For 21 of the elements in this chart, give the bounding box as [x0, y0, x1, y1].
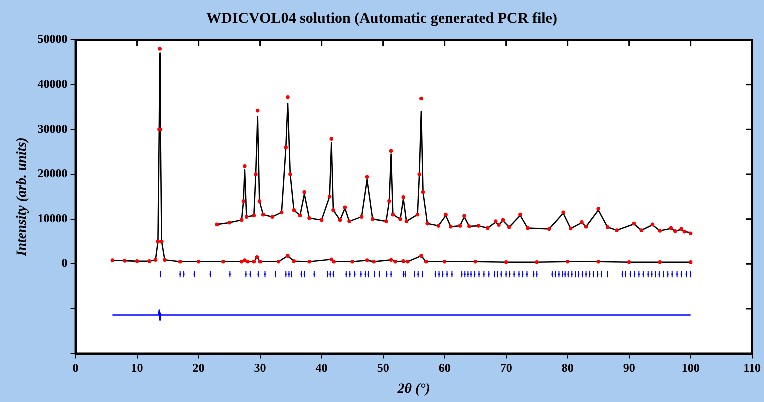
y-axis-title: Intensity (arb. units)	[15, 138, 30, 258]
x-tick-label: 50	[377, 361, 390, 376]
x-axis-title: 2θ (°)	[396, 382, 430, 398]
x-tick-label: 40	[316, 361, 328, 376]
y-tick-label: 40000	[38, 76, 68, 91]
y-tick-label: 0	[62, 256, 68, 270]
y-tick-label: 10000	[38, 211, 68, 226]
x-tick-label: 100	[682, 361, 700, 376]
chart-title: WDICVOL04 solution (Automatic generated PCR file)	[206, 10, 558, 27]
x-tick-label: 10	[131, 361, 144, 376]
y-tick-label: 30000	[38, 122, 68, 136]
x-tick-label: 90	[623, 361, 636, 376]
x-tick-label: 0	[72, 361, 79, 376]
x-tick-label: 80	[562, 361, 574, 376]
x-tick-label: 110	[744, 361, 762, 376]
y-tick-label: 20000	[38, 166, 68, 181]
x-tick-label: 60	[438, 361, 451, 376]
x-tick-label: 70	[500, 361, 512, 376]
y-tick-label: 50000	[38, 32, 68, 46]
x-tick-label: 30	[254, 361, 266, 376]
x-tick-label: 20	[192, 361, 205, 376]
